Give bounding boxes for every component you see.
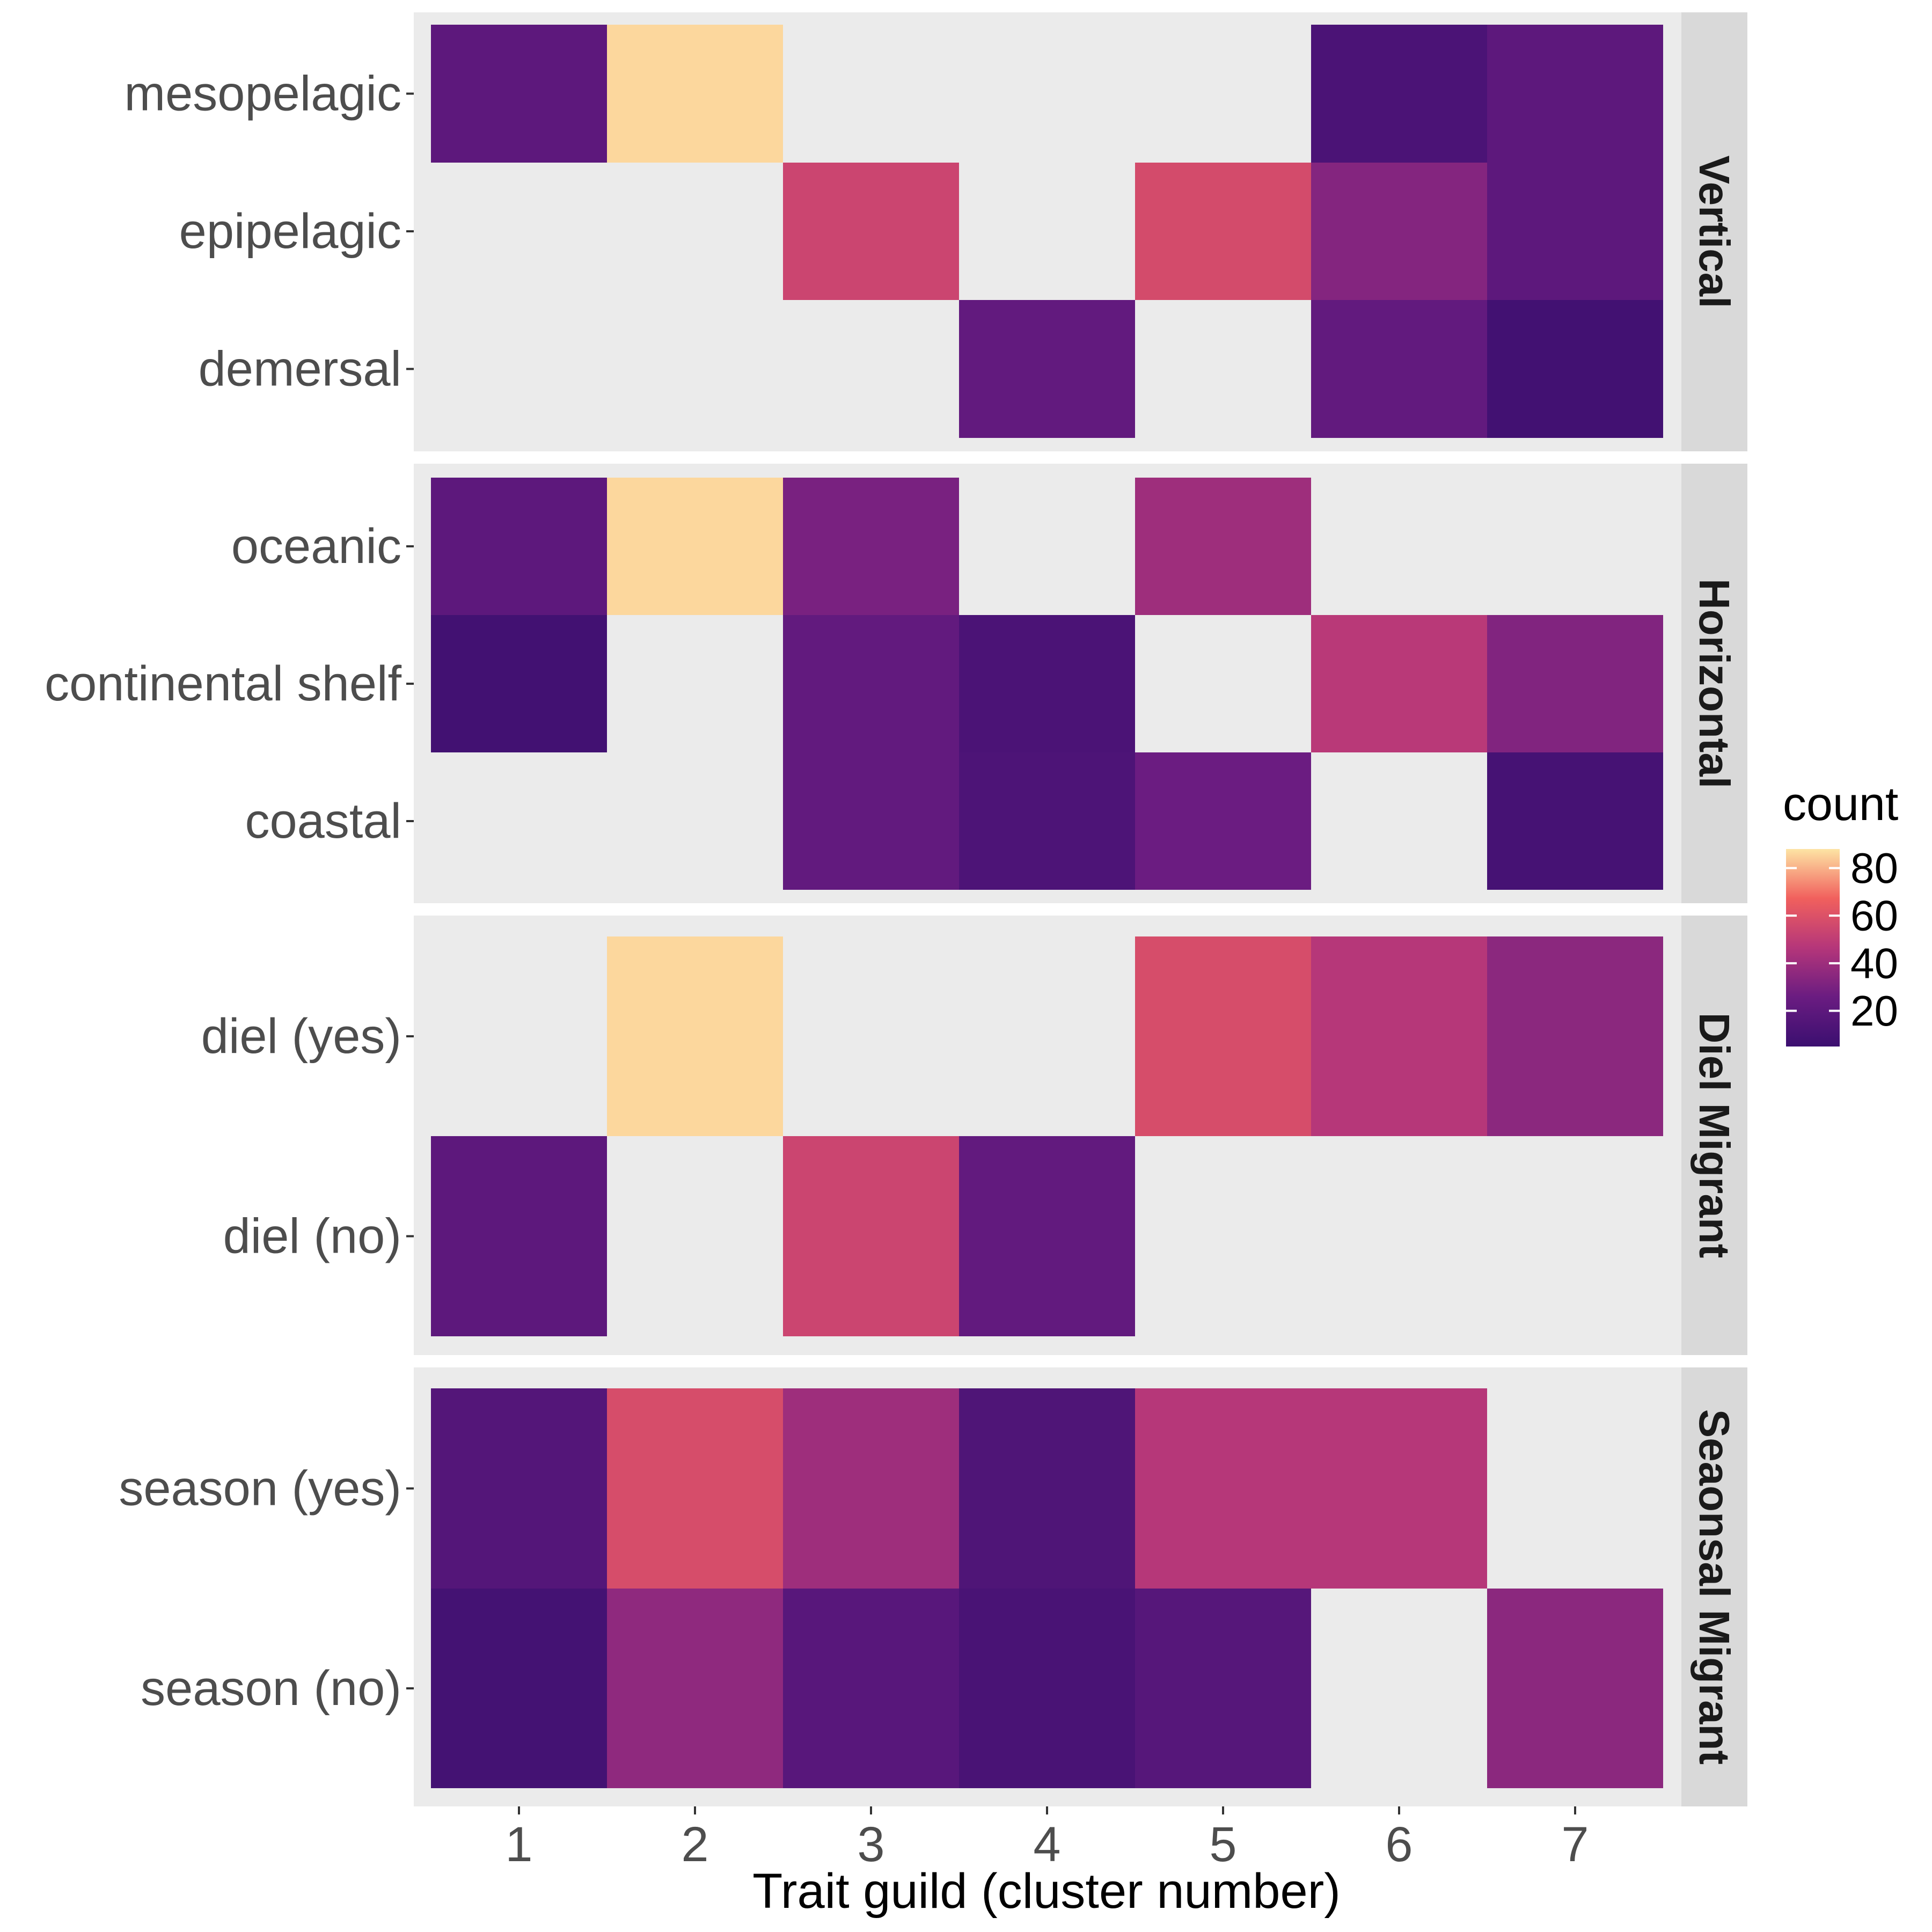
x-tick-label: 7 bbox=[1561, 1817, 1589, 1872]
heatmap-cell bbox=[959, 752, 1135, 890]
x-axis: 1 2 3 4 5 6 7 bbox=[505, 1806, 1589, 1872]
facet-panel: Horizontal oceanic continental shelf coasta… bbox=[45, 464, 1747, 903]
heatmap-cell bbox=[607, 1388, 783, 1589]
heatmap-cell bbox=[959, 300, 1135, 438]
legend-tick-label: 40 bbox=[1850, 939, 1898, 987]
heatmap-cell bbox=[431, 25, 607, 163]
facet-strip-label: Seaonsal Migrant bbox=[1690, 1409, 1738, 1765]
facet-strip-label: Diel Migrant bbox=[1690, 1013, 1738, 1258]
heatmap-cell bbox=[959, 615, 1135, 752]
heatmap-cell bbox=[1311, 25, 1487, 163]
heatmap-cell bbox=[1311, 163, 1487, 300]
heatmap-cell bbox=[1135, 163, 1311, 300]
legend-tick-label: 20 bbox=[1850, 987, 1898, 1035]
heatmap-cell bbox=[1135, 936, 1311, 1136]
facet-panel: Seaonsal Migrant season (yes) season (no) bbox=[119, 1367, 1747, 1806]
heatmap-cell bbox=[1487, 300, 1663, 438]
heatmap-cell bbox=[1487, 615, 1663, 752]
heatmap-cell bbox=[1135, 1589, 1311, 1788]
legend-color-bar bbox=[1786, 849, 1840, 1046]
legend-title: count bbox=[1783, 777, 1898, 830]
heatmap-cell bbox=[1487, 163, 1663, 300]
row-label: continental shelf bbox=[45, 656, 401, 711]
heatmap-cell bbox=[1135, 1388, 1311, 1589]
heatmap-cell bbox=[431, 615, 607, 752]
facet-strip bbox=[1681, 1367, 1747, 1806]
x-axis-title: Trait guild (cluster number) bbox=[752, 1864, 1341, 1919]
facet-strip bbox=[1681, 464, 1747, 903]
heatmap-cell bbox=[783, 615, 959, 752]
heatmap-cell bbox=[1135, 752, 1311, 890]
heatmap-cell bbox=[1487, 25, 1663, 163]
heatmap-cell bbox=[959, 1388, 1135, 1589]
heatmap-cell bbox=[783, 1589, 959, 1788]
row-label: diel (yes) bbox=[201, 1009, 401, 1064]
x-tick-label: 5 bbox=[1209, 1817, 1236, 1872]
heatmap-cell bbox=[783, 1388, 959, 1589]
heatmap-cell bbox=[1487, 1589, 1663, 1788]
heatmap-cell bbox=[607, 1589, 783, 1788]
heatmap-cell bbox=[1487, 752, 1663, 890]
facet-panels: Vertical mesopelagic epipelagic demersal Hor… bbox=[45, 12, 1747, 1806]
legend-tick-label: 80 bbox=[1850, 844, 1898, 892]
facet-panel: Vertical mesopelagic epipelagic demersal bbox=[124, 12, 1747, 451]
heatmap-cell bbox=[1311, 1388, 1487, 1589]
heatmap-cell bbox=[431, 1589, 607, 1788]
row-label: diel (no) bbox=[223, 1209, 401, 1264]
row-label: mesopelagic bbox=[124, 67, 401, 121]
x-tick-label: 6 bbox=[1385, 1817, 1413, 1872]
heatmap-cell bbox=[431, 478, 607, 615]
heatmap-cell bbox=[607, 25, 783, 163]
x-tick-label: 4 bbox=[1033, 1817, 1060, 1872]
heatmap-cell bbox=[783, 478, 959, 615]
heatmap-cell bbox=[783, 163, 959, 300]
heatmap-cell bbox=[607, 936, 783, 1136]
facet-strip-label: Vertical bbox=[1690, 156, 1738, 309]
heatmap-cell bbox=[783, 1136, 959, 1336]
row-label: coastal bbox=[245, 794, 402, 848]
row-label: oceanic bbox=[231, 519, 401, 574]
x-tick-label: 1 bbox=[505, 1817, 532, 1872]
heatmap-cell bbox=[1135, 478, 1311, 615]
heatmap-cell bbox=[1311, 936, 1487, 1136]
heatmap-cell bbox=[431, 1136, 607, 1336]
row-label: season (no) bbox=[141, 1661, 401, 1716]
facet-panel: Diel Migrant diel (yes) diel (no) bbox=[201, 916, 1747, 1355]
row-label: demersal bbox=[199, 342, 401, 397]
heatmap-cell bbox=[1311, 300, 1487, 438]
heatmap-cell bbox=[1311, 615, 1487, 752]
heatmap-cell bbox=[607, 478, 783, 615]
heatmap-cell bbox=[783, 752, 959, 890]
x-tick-label: 3 bbox=[857, 1817, 884, 1872]
heatmap-cell bbox=[431, 1388, 607, 1589]
row-label: epipelagic bbox=[179, 204, 401, 259]
x-tick-label: 2 bbox=[681, 1817, 708, 1872]
facet-strip-label: Horizontal bbox=[1690, 579, 1738, 788]
heatmap-cell bbox=[1487, 936, 1663, 1136]
heatmap-cell bbox=[959, 1136, 1135, 1336]
legend-tick-label: 60 bbox=[1850, 892, 1898, 940]
facet-strip bbox=[1681, 12, 1747, 451]
row-label: season (yes) bbox=[119, 1461, 401, 1516]
facet-strip bbox=[1681, 916, 1747, 1355]
heatmap-cell bbox=[959, 1589, 1135, 1788]
